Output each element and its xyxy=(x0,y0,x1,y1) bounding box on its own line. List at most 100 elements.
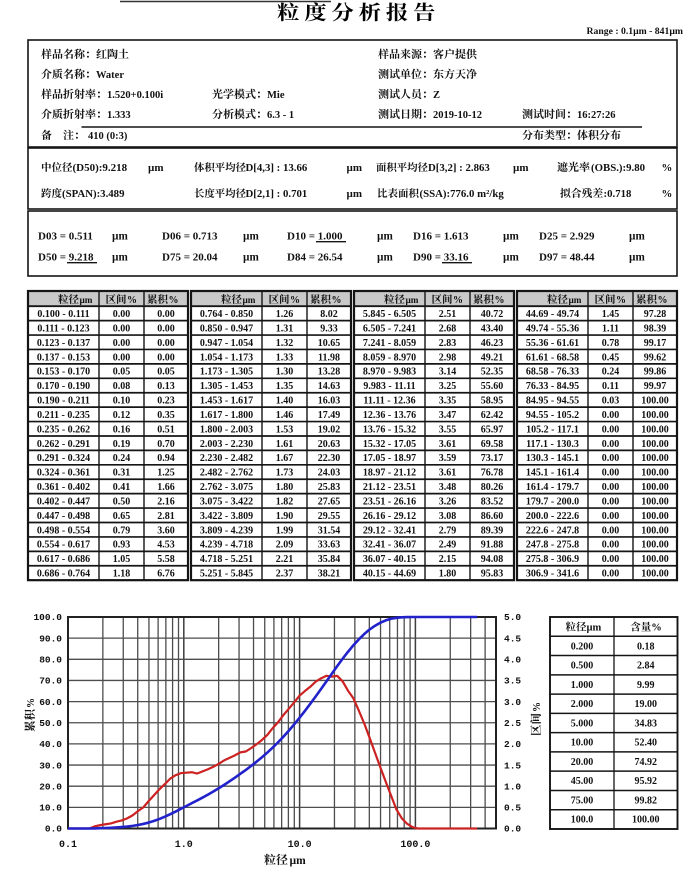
svg-text:µm: µm xyxy=(629,252,645,264)
svg-text:90.0: 90.0 xyxy=(39,633,62,644)
svg-text:0.00: 0.00 xyxy=(113,309,131,320)
svg-text:1.31: 1.31 xyxy=(276,323,294,334)
svg-text:1.66: 1.66 xyxy=(157,482,175,493)
svg-text:100.00: 100.00 xyxy=(641,554,669,565)
svg-text:3.075 - 3.422: 3.075 - 3.422 xyxy=(200,496,253,507)
svg-text:1.5: 1.5 xyxy=(504,760,521,771)
svg-text:99.97: 99.97 xyxy=(644,381,667,392)
svg-text:Water: Water xyxy=(96,70,124,81)
svg-text:%: % xyxy=(658,295,668,306)
svg-text:D03 = 0.511: D03 = 0.511 xyxy=(38,231,93,243)
svg-text:1.05: 1.05 xyxy=(113,554,131,565)
svg-text:3.59: 3.59 xyxy=(439,453,457,464)
svg-text:0.05: 0.05 xyxy=(157,367,175,378)
svg-text:100.0: 100.0 xyxy=(571,815,594,826)
svg-text:2.84: 2.84 xyxy=(637,661,655,672)
svg-text:52.40: 52.40 xyxy=(635,738,658,749)
svg-text:0.00: 0.00 xyxy=(602,439,620,450)
svg-text:1.35: 1.35 xyxy=(276,381,294,392)
svg-text:0.10: 0.10 xyxy=(113,396,131,407)
svg-text:0.00: 0.00 xyxy=(602,569,620,580)
svg-text:0.554 - 0.617: 0.554 - 0.617 xyxy=(37,540,90,551)
svg-text:3.61: 3.61 xyxy=(439,439,457,450)
svg-text:0.00: 0.00 xyxy=(602,453,620,464)
svg-text:40.72: 40.72 xyxy=(481,309,504,320)
svg-text:86.60: 86.60 xyxy=(481,511,504,522)
svg-text:2.482 - 2.762: 2.482 - 2.762 xyxy=(200,468,253,479)
svg-text:0.00: 0.00 xyxy=(602,554,620,565)
svg-text:Mie: Mie xyxy=(267,90,285,101)
svg-text:306.9 - 341.6: 306.9 - 341.6 xyxy=(526,569,579,580)
svg-text:0.00: 0.00 xyxy=(157,309,175,320)
svg-text:60.0: 60.0 xyxy=(39,697,62,708)
svg-text:100.0: 100.0 xyxy=(400,840,430,851)
svg-text:2.003 - 2.230: 2.003 - 2.230 xyxy=(200,439,253,450)
svg-text:3.809 - 4.239: 3.809 - 4.239 xyxy=(200,525,253,536)
svg-text:117.1 - 130.3: 117.1 - 130.3 xyxy=(526,439,579,450)
svg-text:2.21: 2.21 xyxy=(276,554,294,565)
svg-text:80.0: 80.0 xyxy=(39,655,62,666)
svg-text:(OBS.):9.80: (OBS.):9.80 xyxy=(591,162,645,174)
svg-text:µm: µm xyxy=(377,231,393,243)
svg-text:3.5: 3.5 xyxy=(504,676,521,687)
svg-text:5.000: 5.000 xyxy=(571,718,594,729)
svg-text:2.37: 2.37 xyxy=(276,569,294,580)
svg-text:0.00: 0.00 xyxy=(157,323,175,334)
svg-text:40.15 - 44.69: 40.15 - 44.69 xyxy=(363,569,416,580)
svg-text:94.55 - 105.2: 94.55 - 105.2 xyxy=(526,410,579,421)
svg-text:3.48: 3.48 xyxy=(439,482,457,493)
svg-text:5.845 - 6.505: 5.845 - 6.505 xyxy=(363,309,416,320)
svg-text:89.39: 89.39 xyxy=(481,525,504,536)
svg-text:µm: µm xyxy=(80,295,93,305)
svg-text:3.55: 3.55 xyxy=(439,424,457,435)
svg-text:%: % xyxy=(453,295,463,306)
svg-text:(SPAN):3.489: (SPAN):3.489 xyxy=(62,188,125,200)
svg-text:11.11 - 12.36: 11.11 - 12.36 xyxy=(363,396,415,407)
svg-text:0.00: 0.00 xyxy=(602,496,620,507)
svg-text:3.422 - 3.809: 3.422 - 3.809 xyxy=(200,511,253,522)
svg-text:0.153 - 0.170: 0.153 - 0.170 xyxy=(37,367,90,378)
svg-text:33.63: 33.63 xyxy=(318,540,341,551)
svg-text:0.79: 0.79 xyxy=(113,525,131,536)
svg-text:2.98: 2.98 xyxy=(439,352,457,363)
svg-text:1.0: 1.0 xyxy=(175,840,193,851)
svg-text:15.32 - 17.05: 15.32 - 17.05 xyxy=(363,439,416,450)
svg-text:0.45: 0.45 xyxy=(602,352,620,363)
svg-text:8.02: 8.02 xyxy=(320,309,338,320)
svg-text:D84 = 26.54: D84 = 26.54 xyxy=(287,252,343,264)
svg-text:D06 = 0.713: D06 = 0.713 xyxy=(162,231,218,243)
svg-text:10.65: 10.65 xyxy=(318,338,341,349)
svg-text:%: % xyxy=(662,162,673,174)
svg-text:0.13: 0.13 xyxy=(157,381,175,392)
svg-text:1.453 - 1.617: 1.453 - 1.617 xyxy=(200,396,253,407)
svg-text:0.262 - 0.291: 0.262 - 0.291 xyxy=(37,439,90,450)
svg-text:3.0: 3.0 xyxy=(504,697,521,708)
svg-text:9.99: 9.99 xyxy=(637,680,655,691)
svg-text:D10 = 1.000: D10 = 1.000 xyxy=(287,231,343,243)
svg-text:0.24: 0.24 xyxy=(113,453,131,464)
svg-text:95.83: 95.83 xyxy=(481,569,504,580)
svg-text:100.00: 100.00 xyxy=(641,482,669,493)
svg-text:3.35: 3.35 xyxy=(439,396,457,407)
svg-text:µm: µm xyxy=(377,252,393,264)
svg-text:0.03: 0.03 xyxy=(602,396,620,407)
svg-text:100.00: 100.00 xyxy=(641,540,669,551)
svg-text:0.498 - 0.554: 0.498 - 0.554 xyxy=(37,525,90,536)
svg-text:31.54: 31.54 xyxy=(318,525,341,536)
svg-text:4.0: 4.0 xyxy=(504,655,521,666)
svg-text:%: % xyxy=(127,295,137,306)
svg-text:0.00: 0.00 xyxy=(602,410,620,421)
svg-text:D90 = 33.16: D90 = 33.16 xyxy=(413,252,469,264)
svg-text:11.98: 11.98 xyxy=(318,352,340,363)
svg-text:100.00: 100.00 xyxy=(632,815,660,826)
svg-text:0.35: 0.35 xyxy=(157,410,175,421)
svg-text:36.07 - 40.15: 36.07 - 40.15 xyxy=(363,554,416,565)
svg-text:0.31: 0.31 xyxy=(113,468,131,479)
svg-text:3.47: 3.47 xyxy=(439,410,457,421)
svg-text:65.97: 65.97 xyxy=(481,424,504,435)
svg-text:1.173 - 1.305: 1.173 - 1.305 xyxy=(200,367,253,378)
svg-text:32.41 - 36.07: 32.41 - 36.07 xyxy=(363,540,416,551)
svg-text:9.983 - 11.11: 9.983 - 11.11 xyxy=(363,381,415,392)
svg-text:58.95: 58.95 xyxy=(481,396,504,407)
svg-text:0.16: 0.16 xyxy=(113,424,131,435)
